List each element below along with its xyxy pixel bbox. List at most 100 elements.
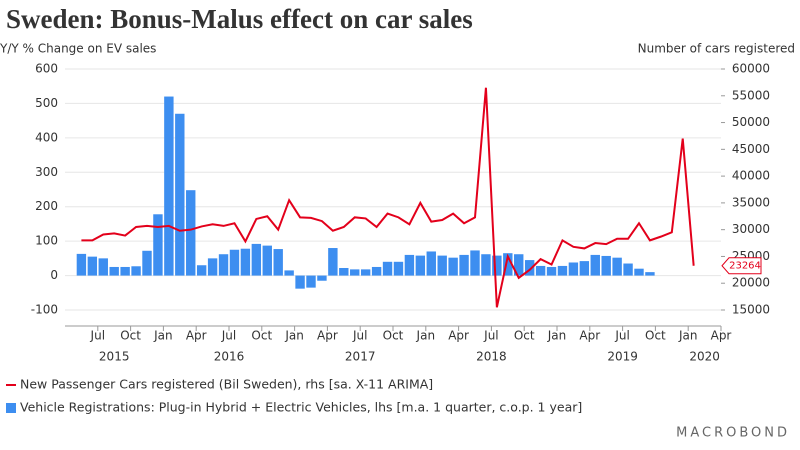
- bar: [142, 250, 152, 276]
- bar: [240, 248, 251, 276]
- bar: [514, 254, 524, 276]
- bar: [98, 258, 108, 276]
- y-tick-label: 400: [35, 130, 58, 144]
- bar: [371, 266, 382, 276]
- y-tick-label: 0: [50, 268, 58, 282]
- x-tick-label: Jan: [284, 329, 304, 343]
- x-tick-label: Oct: [645, 329, 666, 343]
- x-tick-label: Apr: [317, 329, 338, 343]
- bar: [557, 265, 568, 276]
- x-year-label: 2017: [345, 350, 376, 364]
- x-tick-label: Jan: [547, 329, 567, 343]
- y-tick-label: -100: [31, 303, 58, 317]
- bar: [109, 266, 119, 276]
- x-year-label: 2016: [214, 350, 245, 364]
- bar: [590, 254, 600, 276]
- last-value-tag: [721, 257, 762, 275]
- x-tick-label: Oct: [251, 329, 272, 343]
- y2-tick-label: 30000: [732, 222, 770, 236]
- bar: [404, 254, 415, 276]
- y-tick-label: 300: [35, 165, 58, 179]
- bar: [601, 255, 611, 276]
- x-tick-label: Jul: [352, 329, 367, 343]
- y2-tick-label: 45000: [732, 142, 770, 156]
- bar: [164, 96, 174, 276]
- bar: [524, 260, 535, 276]
- legend-label: New Passenger Cars registered (Bil Swede…: [20, 377, 433, 392]
- bar: [503, 253, 513, 276]
- x-tick-label: Jul: [483, 329, 498, 343]
- last-value-label: 23264: [729, 261, 761, 272]
- y2-tick-label: 15000: [732, 303, 770, 317]
- x-year-label: 2015: [99, 350, 130, 364]
- bar: [459, 254, 469, 276]
- bar: [328, 248, 338, 276]
- bar: [360, 269, 371, 276]
- y-axis-label: Y/Y % Change on EV sales: [0, 42, 156, 56]
- bar: [350, 269, 360, 276]
- chart-title: Sweden: Bonus-Malus effect on car sales: [6, 4, 473, 34]
- bar: [470, 250, 480, 276]
- bar: [229, 249, 240, 276]
- bar: [645, 272, 655, 276]
- bar: [196, 265, 207, 276]
- bar: [186, 190, 196, 276]
- bar: [218, 254, 229, 276]
- y2-tick-label: 20000: [732, 276, 770, 290]
- y-tick-label: 200: [35, 199, 58, 213]
- bar: [623, 263, 633, 276]
- bar: [546, 266, 557, 276]
- legend-swatch: [6, 403, 16, 413]
- y2-tick-label: 50000: [732, 115, 770, 129]
- bar: [393, 261, 404, 276]
- x-tick-label: Jul: [614, 329, 629, 343]
- y-tick-label: 500: [35, 96, 58, 110]
- bar: [426, 251, 436, 276]
- bar: [262, 245, 272, 276]
- x-tick-label: Apr: [186, 329, 207, 343]
- x-year-label: 2019: [607, 350, 638, 364]
- bar: [382, 261, 393, 276]
- bar: [251, 243, 262, 276]
- x-year-label: 2020: [689, 350, 720, 364]
- bar: [175, 113, 185, 276]
- bar: [295, 275, 305, 289]
- bar: [568, 262, 579, 276]
- bar: [131, 266, 141, 276]
- y2-tick-label: 55000: [732, 88, 770, 102]
- x-tick-label: Apr: [579, 329, 600, 343]
- y2-tick-label: 35000: [732, 195, 770, 209]
- x-tick-label: Jul: [90, 329, 105, 343]
- bar: [481, 254, 491, 276]
- bar: [284, 270, 294, 276]
- x-tick-label: Oct: [120, 329, 141, 343]
- bar: [76, 253, 87, 276]
- bar: [579, 261, 590, 276]
- bar: [634, 268, 644, 276]
- bar: [306, 275, 316, 288]
- bar: [120, 266, 130, 276]
- y2-tick-label: 60000: [732, 62, 770, 76]
- bar: [612, 257, 622, 276]
- brand-logo: MACROBOND: [676, 426, 790, 441]
- bar: [535, 265, 546, 276]
- bar: [153, 214, 163, 276]
- x-year-label: 2018: [476, 350, 507, 364]
- x-tick-label: Oct: [383, 329, 404, 343]
- y-tick-label: 600: [35, 62, 58, 76]
- x-tick-label: Jan: [416, 329, 436, 343]
- y2-tick-label: 40000: [732, 169, 770, 183]
- bar: [339, 267, 349, 276]
- legend-label: Vehicle Registrations: Plug-in Hybrid + …: [20, 400, 582, 415]
- bar: [207, 258, 218, 276]
- x-tick-label: Apr: [448, 329, 469, 343]
- bar: [87, 256, 98, 276]
- bar: [273, 249, 283, 276]
- x-tick-label: Jan: [678, 329, 698, 343]
- bar: [448, 257, 458, 276]
- bar: [415, 255, 426, 276]
- bar: [317, 275, 327, 281]
- x-tick-label: Oct: [514, 329, 535, 343]
- y2-axis-label: Number of cars registered: [638, 42, 795, 56]
